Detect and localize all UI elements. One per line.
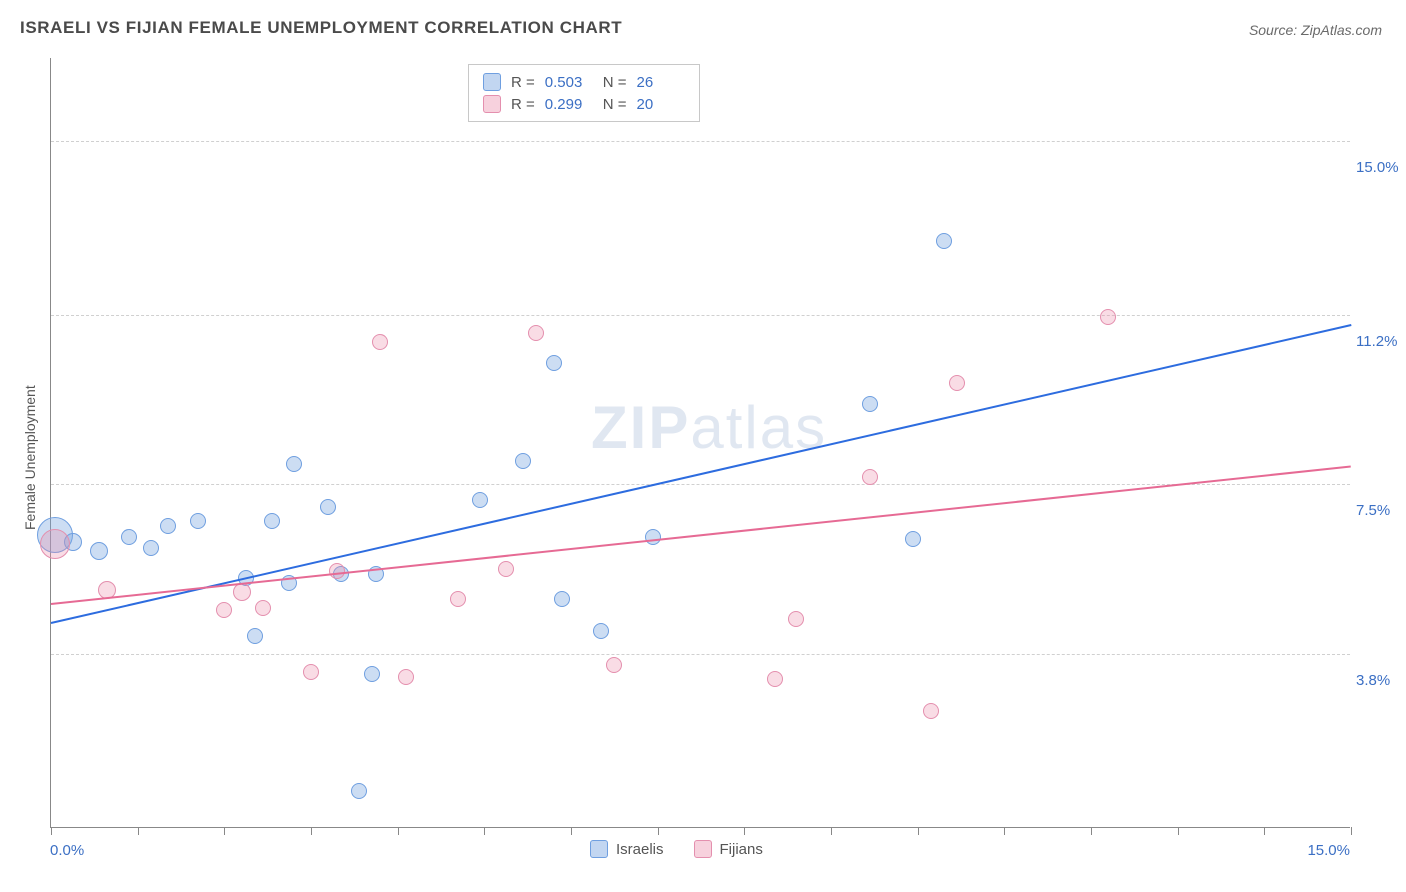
data-point <box>936 233 952 249</box>
n-value: 26 <box>637 74 685 91</box>
legend-swatch <box>483 95 501 113</box>
data-point <box>247 628 263 644</box>
legend-row: R = 0.299 N = 20 <box>483 93 685 115</box>
x-tick <box>1004 827 1005 835</box>
legend-item: Israelis <box>590 840 664 858</box>
data-point <box>1100 309 1116 325</box>
data-point <box>264 513 280 529</box>
data-point <box>554 591 570 607</box>
legend-swatch <box>694 840 712 858</box>
data-point <box>862 469 878 485</box>
x-tick <box>831 827 832 835</box>
gridline <box>51 141 1350 142</box>
data-point <box>923 703 939 719</box>
data-point <box>303 664 319 680</box>
data-point <box>143 540 159 556</box>
data-point <box>190 513 206 529</box>
x-axis-min-label: 0.0% <box>50 842 84 859</box>
data-point <box>255 600 271 616</box>
watermark-zip: ZIP <box>591 394 690 461</box>
x-tick <box>1091 827 1092 835</box>
data-point <box>320 499 336 515</box>
r-label: R = <box>511 96 535 113</box>
trend-line <box>51 324 1351 624</box>
data-point <box>905 531 921 547</box>
x-tick <box>484 827 485 835</box>
r-value: 0.503 <box>545 74 593 91</box>
x-tick <box>571 827 572 835</box>
data-point <box>862 396 878 412</box>
gridline <box>51 484 1350 485</box>
data-point <box>364 666 380 682</box>
data-point <box>216 602 232 618</box>
n-label: N = <box>603 96 627 113</box>
x-tick <box>51 827 52 835</box>
x-tick <box>1351 827 1352 835</box>
x-tick <box>658 827 659 835</box>
data-point <box>515 453 531 469</box>
x-tick <box>1264 827 1265 835</box>
correlation-legend: R = 0.503 N = 26 R = 0.299 N = 20 <box>468 64 700 122</box>
source-credit: Source: ZipAtlas.com <box>1249 22 1382 38</box>
legend-label: Israelis <box>616 841 664 858</box>
data-point <box>450 591 466 607</box>
data-point <box>286 456 302 472</box>
data-point <box>645 529 661 545</box>
x-tick <box>311 827 312 835</box>
data-point <box>593 623 609 639</box>
gridline <box>51 654 1350 655</box>
legend-label: Fijians <box>720 841 763 858</box>
legend-row: R = 0.503 N = 26 <box>483 71 685 93</box>
y-axis-label: Female Unemployment <box>22 385 38 530</box>
data-point <box>372 334 388 350</box>
plot-area: ZIPatlas <box>50 58 1350 828</box>
chart-title: ISRAELI VS FIJIAN FEMALE UNEMPLOYMENT CO… <box>20 18 622 38</box>
data-point <box>788 611 804 627</box>
data-point <box>160 518 176 534</box>
data-point <box>767 671 783 687</box>
y-tick-label: 7.5% <box>1356 502 1390 519</box>
y-tick-label: 11.2% <box>1356 333 1397 350</box>
data-point <box>90 542 108 560</box>
data-point <box>472 492 488 508</box>
n-label: N = <box>603 74 627 91</box>
x-axis-max-label: 15.0% <box>1307 842 1350 859</box>
data-point <box>949 375 965 391</box>
series-legend: Israelis Fijians <box>590 840 763 858</box>
x-tick <box>1178 827 1179 835</box>
data-point <box>498 561 514 577</box>
y-tick-label: 15.0% <box>1356 159 1399 176</box>
x-tick <box>224 827 225 835</box>
data-point <box>398 669 414 685</box>
r-value: 0.299 <box>545 96 593 113</box>
data-point <box>546 355 562 371</box>
x-tick <box>138 827 139 835</box>
x-tick <box>398 827 399 835</box>
data-point <box>528 325 544 341</box>
data-point <box>351 783 367 799</box>
data-point <box>606 657 622 673</box>
legend-item: Fijians <box>694 840 763 858</box>
y-tick-label: 3.8% <box>1356 672 1390 689</box>
x-tick <box>744 827 745 835</box>
legend-swatch <box>590 840 608 858</box>
gridline <box>51 315 1350 316</box>
data-point <box>121 529 137 545</box>
n-value: 20 <box>637 96 685 113</box>
data-point <box>40 529 70 559</box>
legend-swatch <box>483 73 501 91</box>
r-label: R = <box>511 74 535 91</box>
x-tick <box>918 827 919 835</box>
